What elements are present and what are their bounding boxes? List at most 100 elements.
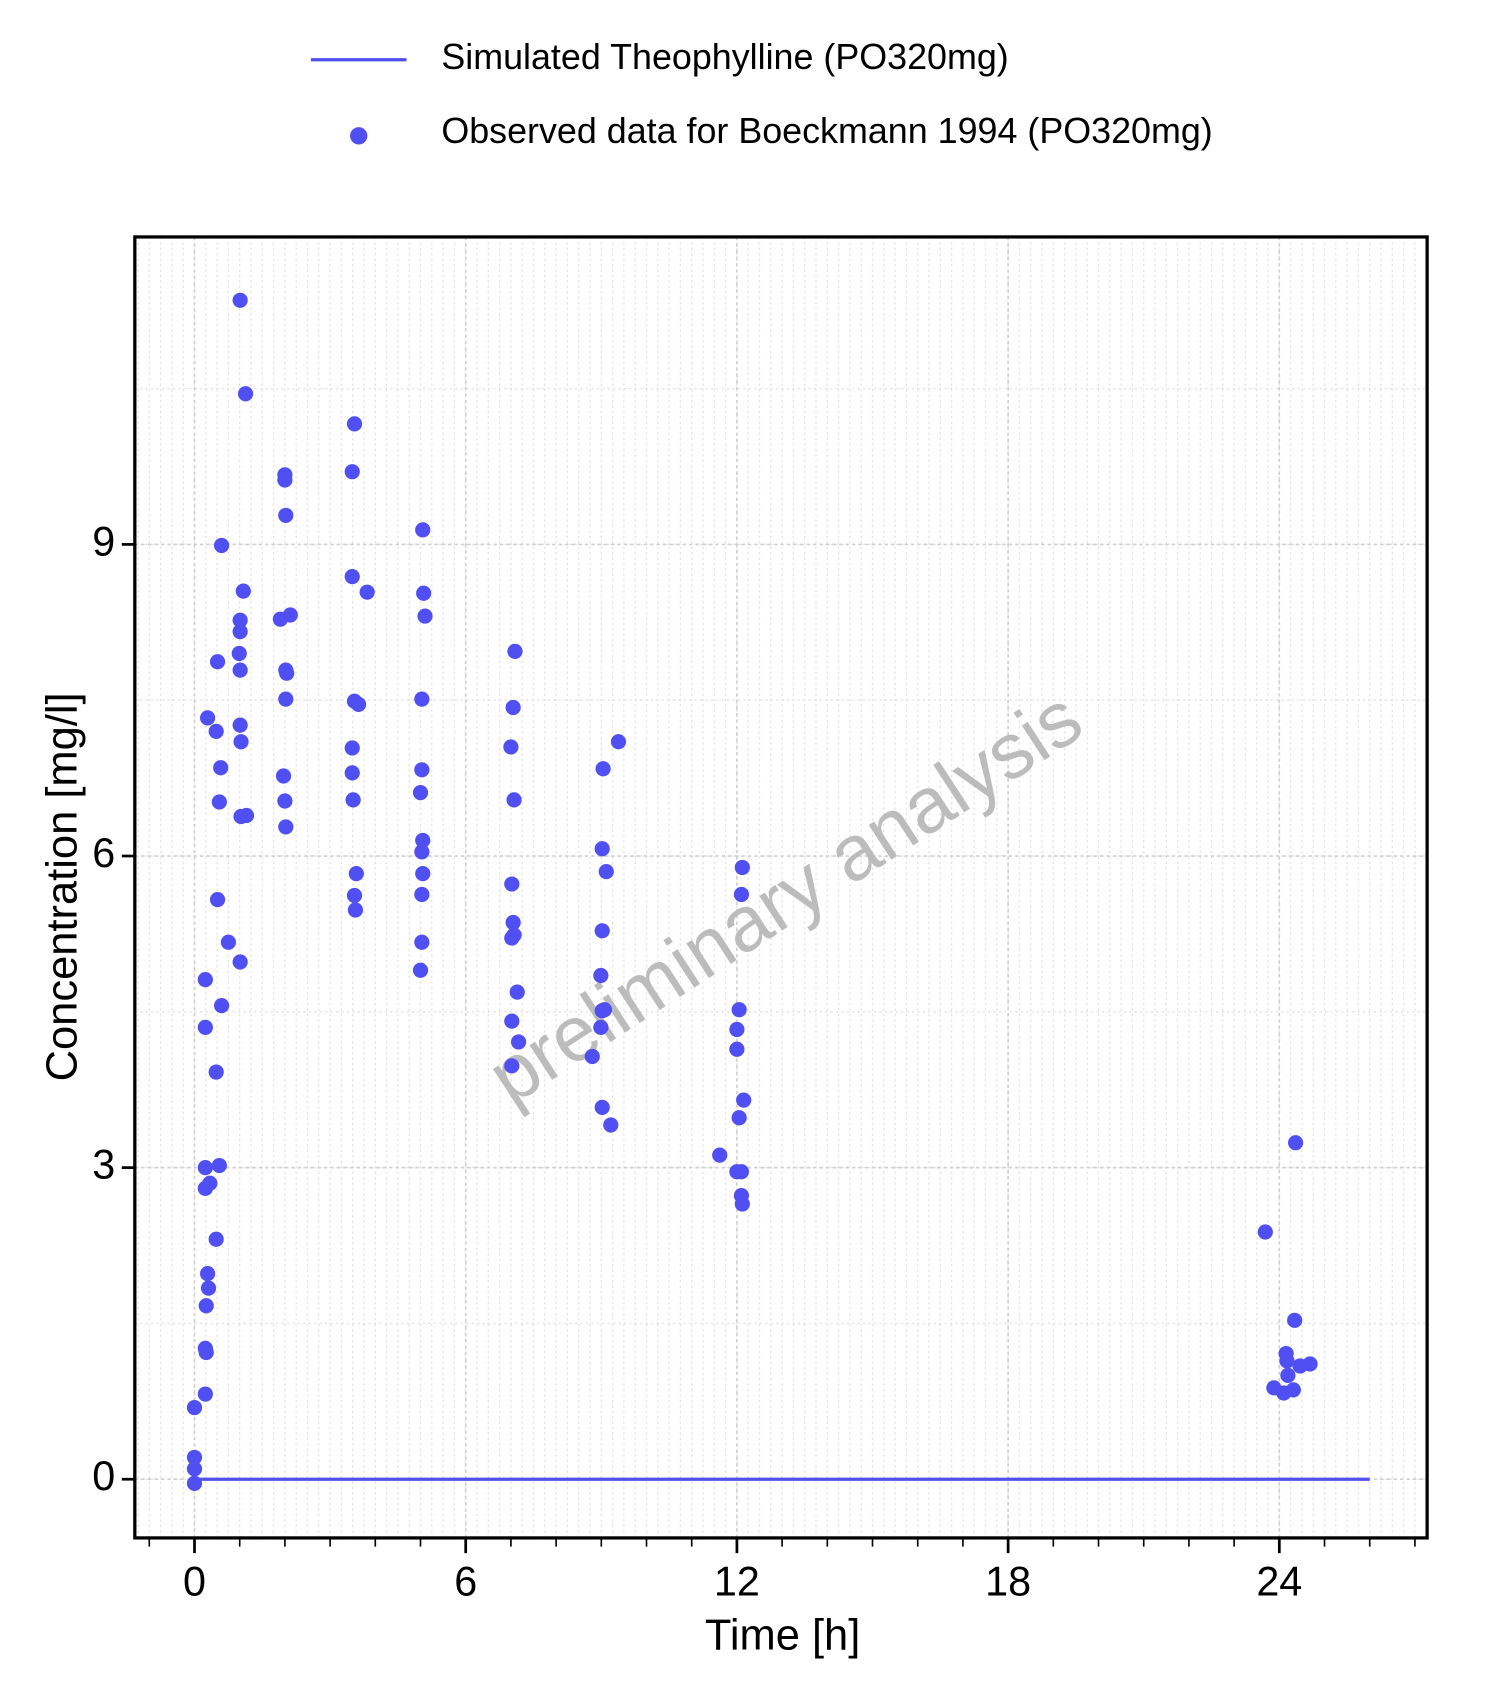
- observed-point: [186, 1461, 203, 1477]
- observed-point: [412, 962, 429, 978]
- observed-point: [506, 927, 522, 943]
- observed-point: [1287, 1312, 1303, 1328]
- observed-point: [344, 568, 360, 585]
- observed-point: [198, 1298, 214, 1314]
- legend-label: Observed data for Boeckmann 1994 (PO320m…: [441, 111, 1212, 151]
- observed-point: [1285, 1382, 1301, 1398]
- observed-point: [214, 997, 230, 1014]
- observed-point: [414, 934, 430, 950]
- observed-point: [346, 416, 363, 432]
- observed-point: [275, 768, 292, 784]
- observed-point: [214, 537, 230, 554]
- observed-point: [344, 765, 360, 781]
- observed-point: [186, 1399, 203, 1416]
- observed-point: [232, 717, 248, 733]
- observed-point: [595, 761, 611, 777]
- y-tick-label: 9: [92, 518, 115, 564]
- observed-point: [415, 522, 431, 538]
- y-tick-label: 6: [92, 830, 115, 876]
- observed-point: [345, 792, 361, 808]
- observed-point: [414, 691, 430, 707]
- observed-point: [594, 841, 610, 857]
- observed-point: [197, 1019, 213, 1036]
- observed-point: [505, 699, 521, 716]
- observed-point: [734, 859, 750, 876]
- observed-point: [414, 762, 430, 778]
- observed-point: [232, 612, 248, 628]
- observed-point: [278, 507, 294, 523]
- observed-point: [199, 710, 216, 726]
- plot-area: [134, 236, 1428, 1538]
- observed-point: [412, 785, 429, 801]
- observed-point: [1287, 1135, 1304, 1151]
- observed-point: [209, 892, 226, 908]
- observed-point: [503, 739, 519, 755]
- observed-point: [593, 1019, 609, 1036]
- observed-point: [1302, 1356, 1318, 1372]
- observed-point: [504, 1058, 520, 1074]
- y-axis-label: Concentration [mg/l]: [39, 692, 87, 1081]
- observed-point: [734, 1196, 750, 1212]
- observed-point: [232, 662, 248, 678]
- observed-point: [348, 866, 364, 882]
- observed-point: [220, 934, 237, 950]
- observed-point: [593, 967, 609, 984]
- x-tick-label: 18: [985, 1559, 1031, 1605]
- observed-point: [213, 760, 229, 776]
- observed-point: [417, 608, 433, 624]
- observed-point: [347, 902, 364, 918]
- observed-point: [729, 1021, 745, 1038]
- observed-point: [346, 887, 363, 904]
- observed-point: [414, 844, 430, 860]
- observed-point: [197, 1340, 213, 1356]
- observed-point: [344, 464, 360, 480]
- observed-point: [359, 584, 375, 600]
- x-axis-label: Time [h]: [705, 1611, 860, 1659]
- observed-point: [736, 1092, 752, 1108]
- observed-point: [277, 467, 293, 483]
- observed-point: [278, 662, 294, 678]
- observed-point: [211, 794, 227, 810]
- observed-point: [211, 1157, 227, 1174]
- observed-point: [232, 954, 248, 970]
- observed-point: [712, 1147, 728, 1163]
- observed-point: [733, 886, 750, 903]
- observed-point: [209, 654, 226, 670]
- observed-point: [208, 1064, 224, 1080]
- observed-point: [610, 734, 627, 750]
- observed-point: [584, 1048, 600, 1065]
- x-tick-label: 12: [714, 1559, 760, 1605]
- legend-swatch: [350, 127, 368, 145]
- x-tick-label: 24: [1256, 1559, 1302, 1605]
- observed-point: [505, 914, 521, 931]
- observed-point: [202, 1175, 218, 1191]
- observed-point: [233, 734, 249, 750]
- observed-point: [186, 1449, 203, 1466]
- observed-point: [199, 1265, 216, 1282]
- observed-point: [197, 972, 213, 988]
- observed-point: [232, 624, 248, 640]
- observed-point: [596, 1002, 613, 1018]
- observed-point: [416, 585, 432, 601]
- observed-point: [238, 807, 255, 824]
- observed-point: [282, 607, 298, 623]
- observed-point: [208, 1231, 224, 1247]
- observed-point: [594, 923, 610, 939]
- observed-point: [278, 819, 294, 835]
- y-tick-label: 3: [92, 1142, 115, 1188]
- observed-point: [208, 723, 224, 739]
- observed-point: [510, 1034, 527, 1050]
- observed-point: [197, 1160, 213, 1176]
- observed-point: [415, 866, 431, 882]
- observed-point: [278, 691, 294, 707]
- observed-point: [1257, 1224, 1273, 1240]
- x-tick-label: 0: [183, 1559, 206, 1605]
- observed-point: [415, 832, 431, 849]
- plot-frame: [133, 235, 1429, 1540]
- observed-point: [507, 643, 523, 659]
- observed-point: [197, 1386, 213, 1402]
- observed-point: [231, 645, 247, 662]
- observed-point: [1280, 1367, 1296, 1383]
